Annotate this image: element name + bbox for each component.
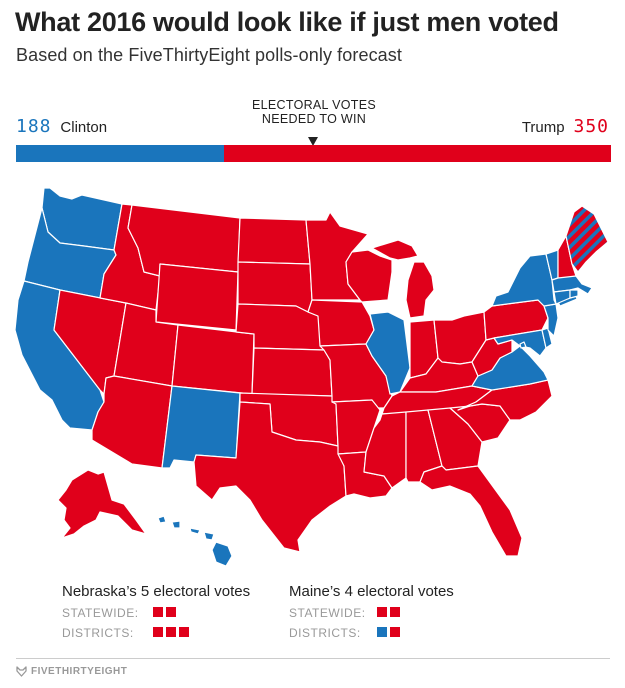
maine-districts-label: DISTRICTS:: [289, 626, 361, 640]
maine-legend: Maine’s 4 electoral votes STATEWIDE: DIS…: [289, 583, 454, 640]
threshold-line-2: NEEDED TO WIN: [261, 112, 367, 126]
clinton-votes: 188: [16, 116, 52, 137]
maine-districts-row: DISTRICTS:: [289, 626, 454, 640]
state-hi-maui: [203, 531, 215, 541]
state-mt: [127, 204, 241, 277]
legend-square-trump: [153, 627, 163, 637]
legend-square-trump: [390, 627, 400, 637]
nebraska-legend-title: Nebraska’s 5 electoral votes: [62, 583, 251, 600]
legend-square-trump: [153, 607, 163, 617]
nebraska-districts-label: DISTRICTS:: [62, 626, 134, 640]
footer: FIVETHIRTYEIGHT: [16, 666, 127, 677]
state-hi-molokai: [189, 527, 201, 535]
trump-votes: 350: [573, 116, 609, 137]
state-tx: [193, 401, 347, 553]
state-hi: [157, 515, 233, 567]
maine-statewide-squares: [374, 606, 400, 620]
state-fl: [419, 465, 523, 557]
state-co: [171, 324, 255, 395]
state-ks: [251, 347, 333, 397]
footer-brand: FIVETHIRTYEIGHT: [31, 666, 128, 677]
chart-title: What 2016 would look like if just men vo…: [15, 7, 559, 37]
state-nd: [237, 217, 311, 265]
state-hi-kauai: [157, 515, 167, 524]
state-wi: [345, 249, 393, 303]
nebraska-statewide-label: STATEWIDE:: [62, 606, 139, 620]
maine-legend-title: Maine’s 4 electoral votes: [289, 583, 454, 600]
legend-square-trump: [179, 627, 189, 637]
electoral-vote-bar: [16, 145, 611, 162]
trump-label: Trump: [521, 119, 565, 136]
state-de: [541, 327, 553, 349]
maine-districts-squares: [374, 626, 400, 640]
nebraska-statewide-row: STATEWIDE:: [62, 606, 250, 620]
state-me: [565, 205, 609, 273]
footer-divider: [16, 658, 610, 659]
state-hi-oahu: [171, 520, 181, 529]
state-hi-big-island: [211, 541, 233, 567]
threshold-marker-icon: [308, 137, 318, 146]
nebraska-legend: Nebraska’s 5 electoral votes STATEWIDE: …: [62, 583, 250, 640]
state-dc: [519, 341, 527, 349]
state-il: [365, 311, 411, 395]
clinton-tally: 188 Clinton: [16, 116, 107, 137]
legend-square-trump: [377, 607, 387, 617]
legend-square-trump: [390, 607, 400, 617]
trump-bar-segment: [223, 145, 611, 162]
legend-square-clinton: [377, 627, 387, 637]
state-mi: [371, 239, 435, 319]
threshold-line-1: ELECTORAL VOTES: [252, 98, 376, 112]
nebraska-districts-row: DISTRICTS:: [62, 626, 250, 640]
state-wy: [155, 263, 239, 331]
fivethirtyeight-fox-icon: [16, 666, 27, 677]
legend-square-trump: [166, 627, 176, 637]
state-az: [91, 375, 173, 469]
clinton-label: Clinton: [60, 119, 108, 136]
trump-tally: Trump 350: [522, 116, 609, 137]
chart-subtitle: Based on the FiveThirtyEight polls-only …: [16, 45, 402, 65]
state-ak: [57, 469, 147, 539]
maine-statewide-label: STATEWIDE:: [289, 606, 366, 620]
threshold-label: ELECTORAL VOTES NEEDED TO WIN: [224, 98, 404, 126]
nebraska-districts-squares: [150, 626, 189, 640]
clinton-bar-segment: [16, 145, 224, 162]
us-electoral-map: [14, 187, 609, 567]
legend-square-trump: [166, 607, 176, 617]
state-ri: [569, 289, 579, 299]
nebraska-statewide-squares: [150, 606, 176, 620]
maine-statewide-row: STATEWIDE:: [289, 606, 454, 620]
